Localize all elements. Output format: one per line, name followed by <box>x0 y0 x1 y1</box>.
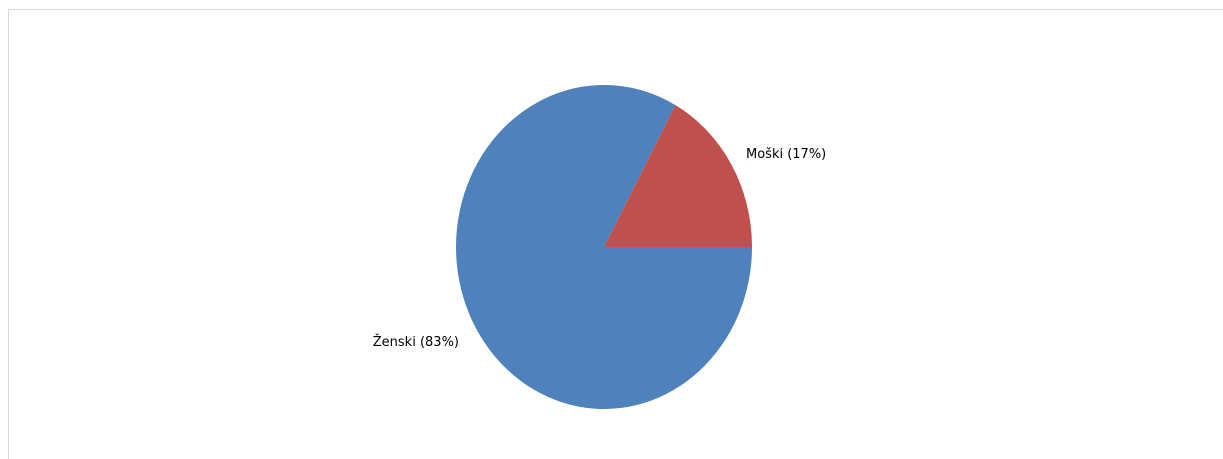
slice-label-zenski: Ženski (83%) <box>373 334 459 350</box>
pie-labels: Moški (17%) Ženski (83%) <box>373 147 827 350</box>
slice-label-moski: Moški (17%) <box>746 147 826 162</box>
pie-slice-zenski <box>456 85 752 409</box>
pie-slices <box>456 85 752 409</box>
pie-slice-moski <box>604 105 752 247</box>
